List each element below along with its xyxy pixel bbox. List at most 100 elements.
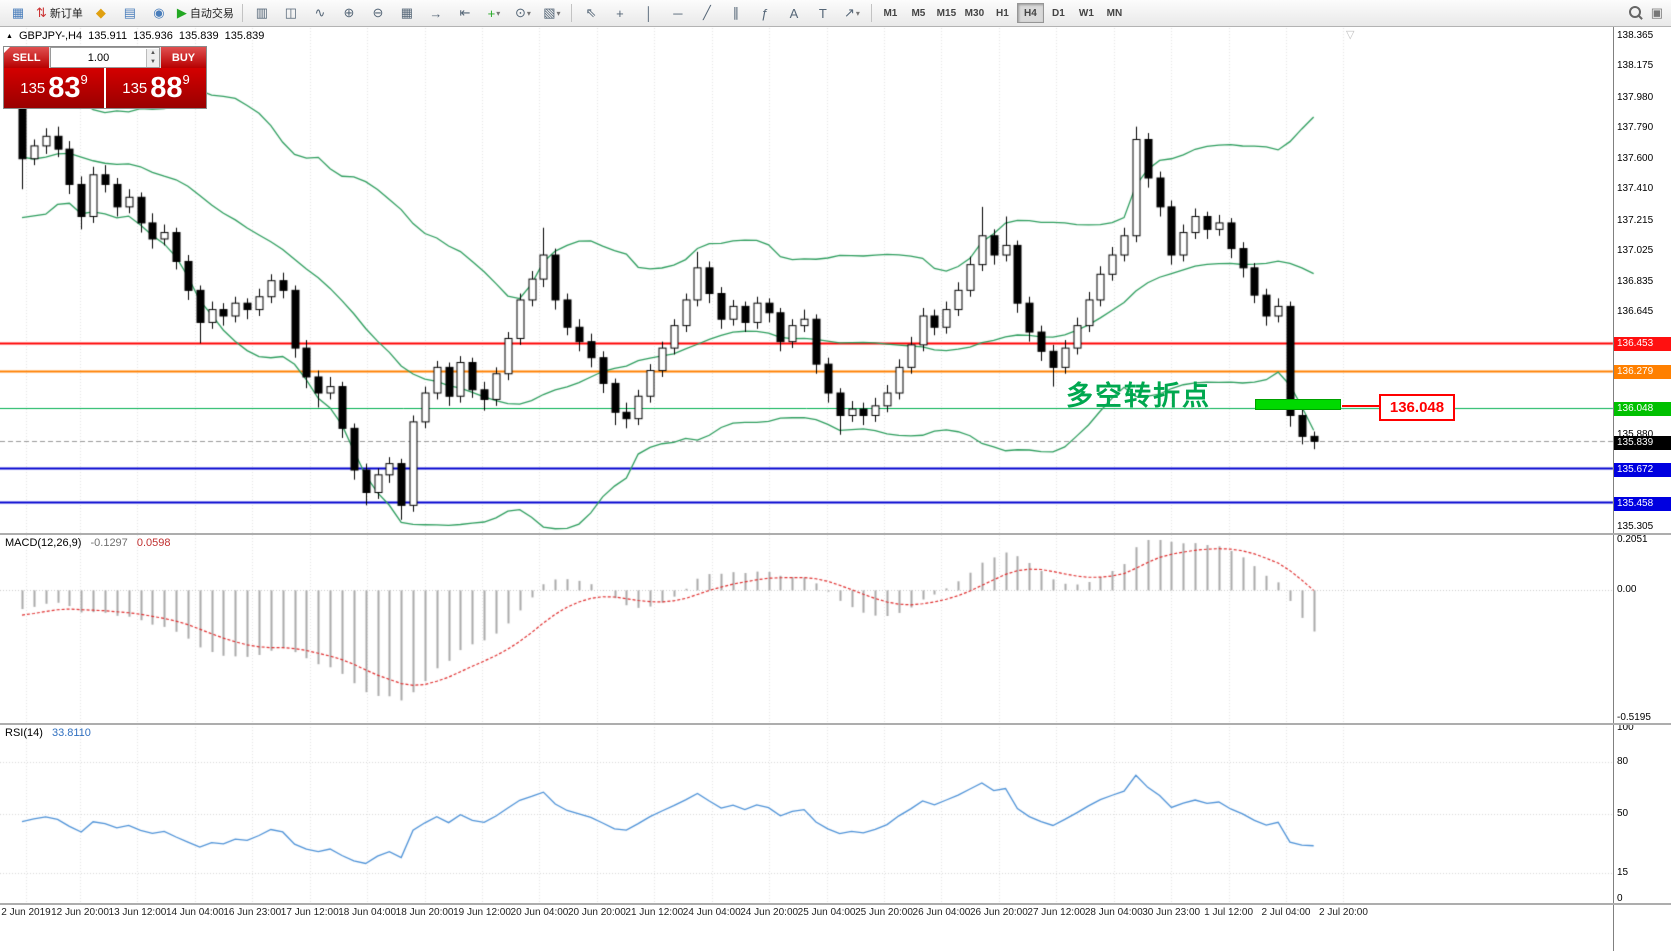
trendline-button[interactable]: ╱	[693, 1, 721, 25]
sell-button[interactable]: SELL	[4, 47, 49, 68]
cursor-icon: ⇖	[585, 5, 597, 20]
crosshair-button[interactable]: +	[606, 1, 634, 25]
rsi-scale-tick: 15	[1617, 867, 1629, 879]
zoom-in-button[interactable]: ⊕	[335, 1, 363, 25]
autotrading-icon: ▶	[176, 5, 187, 20]
timeframe-mn-button[interactable]: MN	[1106, 7, 1123, 19]
panel-splitter[interactable]	[0, 723, 1671, 725]
channel-button[interactable]: ∥	[722, 1, 750, 25]
timeframe-m15-button[interactable]: M15	[936, 7, 957, 19]
price-tick: 136.645	[1617, 305, 1654, 317]
buy-price-big: 135	[122, 79, 148, 97]
horizontal-line-icon: ─	[673, 5, 683, 21]
volume-decrement-button[interactable]: ▼	[147, 57, 159, 67]
new-order-button[interactable]: ⇅ 新订单	[33, 1, 86, 25]
price-callout[interactable]: 136.048	[1379, 394, 1455, 421]
price-tick: 136.835	[1617, 275, 1654, 287]
timeframe-d1-button[interactable]: D1	[1052, 7, 1065, 19]
market-watch-icon: ▤	[123, 5, 137, 20]
tile-windows-icon: ▦	[400, 5, 414, 20]
chevron-down-icon[interactable]: ▾	[496, 8, 501, 18]
price-line-badge: 135.672	[1614, 462, 1671, 477]
metaeditor-button[interactable]: ◆	[87, 1, 115, 25]
volume-field[interactable]: 1.00 ▲ ▼	[50, 47, 160, 68]
timeframe-m1-button[interactable]: M1	[883, 7, 898, 19]
periods-button[interactable]: ⊙ ▾	[509, 1, 537, 25]
fibonacci-button[interactable]: ƒ	[751, 1, 779, 25]
search-icon[interactable]	[1628, 6, 1643, 20]
time-label: 18 Jun 20:00	[395, 907, 454, 918]
bar-chart-icon: ▥	[255, 5, 269, 20]
price-tick: 137.410	[1617, 183, 1654, 195]
symbol-ohlc-line: ▲ GBPJPY-,H4 135.911 135.936 135.839 135…	[6, 30, 264, 42]
text-icon: A	[789, 5, 799, 21]
time-label: 27 Jun 12:00	[1027, 907, 1086, 918]
text-label-button[interactable]: T	[809, 1, 837, 25]
macd-signal-value: 0.0598	[136, 537, 171, 549]
time-label: 24 Jun 04:00	[682, 907, 741, 918]
indicators-button[interactable]: + ▾	[480, 1, 508, 25]
vertical-line-button[interactable]: │	[635, 1, 663, 25]
price-tick: 137.025	[1617, 245, 1654, 256]
new-chart-button[interactable]: ▦	[4, 1, 32, 25]
navigator-button[interactable]: ◉	[145, 1, 173, 25]
chart-shift-button[interactable]: ⇤	[451, 1, 479, 25]
volume-increment-button[interactable]: ▲	[147, 48, 159, 58]
candlestick-chart-button[interactable]: ◫	[277, 1, 305, 25]
bar-chart-button[interactable]: ▥	[248, 1, 276, 25]
highlight-bar[interactable]	[1255, 399, 1341, 411]
price-axis[interactable]: 138.365 138.175 137.980 137.790 137.600 137.4…	[1613, 27, 1671, 951]
timeframe-w1-button[interactable]: W1	[1078, 7, 1094, 19]
price-line-badge: 135.458	[1614, 496, 1671, 511]
zoom-out-button[interactable]: ⊖	[364, 1, 392, 25]
buy-button[interactable]: BUY	[161, 47, 206, 68]
price-line-badge: 136.048	[1614, 402, 1671, 417]
panel-icon[interactable]: ▣	[1650, 5, 1663, 20]
macd-scale-tick: -0.5195	[1617, 712, 1651, 723]
horizontal-line-button[interactable]: ─	[664, 1, 692, 25]
rsi-scale-tick: 0	[1617, 893, 1623, 904]
timeframe-h4-button[interactable]: H4	[1016, 3, 1044, 23]
time-label: 2 Jul 20:00	[1318, 907, 1368, 918]
timeframe-m5-button[interactable]: M5	[911, 7, 926, 19]
timeframe-h1-button[interactable]: H1	[996, 7, 1009, 19]
volume-value[interactable]: 1.00	[87, 51, 110, 64]
price-line-badge: 136.453	[1614, 337, 1671, 352]
chevron-down-icon[interactable]: ▾	[556, 8, 561, 18]
time-label: 25 Jun 04:00	[797, 907, 856, 918]
time-label: 28 Jun 04:00	[1084, 907, 1143, 918]
panel-splitter[interactable]	[0, 903, 1671, 905]
auto-scroll-button[interactable]: →	[422, 1, 450, 25]
line-chart-button[interactable]: ∿	[306, 1, 334, 25]
sell-price-sup: 9	[80, 72, 88, 87]
text-button[interactable]: A	[780, 1, 808, 25]
toolbar-separator	[570, 4, 572, 22]
tile-windows-button[interactable]: ▦	[393, 1, 421, 25]
time-label: 26 Jun 04:00	[912, 907, 971, 918]
buy-price-button[interactable]: 135 88 9	[106, 68, 206, 108]
chart-annotation-text[interactable]: 多空转折点	[1066, 381, 1211, 411]
time-label: 1 Jul 12:00	[1204, 907, 1254, 918]
chevron-down-icon[interactable]: ▾	[855, 8, 860, 18]
templates-button[interactable]: ▧ ▾	[538, 1, 566, 25]
templates-icon: ▧	[543, 5, 556, 20]
timeframe-m30-button[interactable]: M30	[964, 7, 985, 19]
cursor-button[interactable]: ⇖	[577, 1, 605, 25]
sell-price-button[interactable]: 135 83 9	[4, 68, 104, 108]
rsi-scale-tick: 50	[1617, 807, 1629, 819]
panel-splitter[interactable]	[0, 533, 1671, 535]
volume-stepper[interactable]: ▲ ▼	[146, 48, 159, 67]
autotrading-button[interactable]: ▶ 自动交易	[174, 1, 237, 25]
expand-triangle-icon[interactable]: ▲	[6, 32, 13, 40]
time-label: 19 Jun 12:00	[453, 907, 511, 918]
time-label: 2 Jun 2019	[1, 907, 51, 918]
arrows-button[interactable]: ↗ ▾	[838, 1, 866, 25]
time-axis[interactable]: 2 Jun 2019 12 Jun 20:00 13 Jun 12:00 14 Jun…	[0, 903, 1613, 931]
ohlc-low: 135.839	[178, 30, 219, 42]
market-watch-button[interactable]: ▤	[116, 1, 144, 25]
chevron-down-icon[interactable]: ▾	[526, 8, 531, 18]
toolbar-separator	[241, 4, 243, 22]
macd-indicator-label: MACD(12,26,9) -0.1297 0.0598	[5, 537, 171, 549]
time-label: 20 Jun 20:00	[567, 907, 626, 918]
